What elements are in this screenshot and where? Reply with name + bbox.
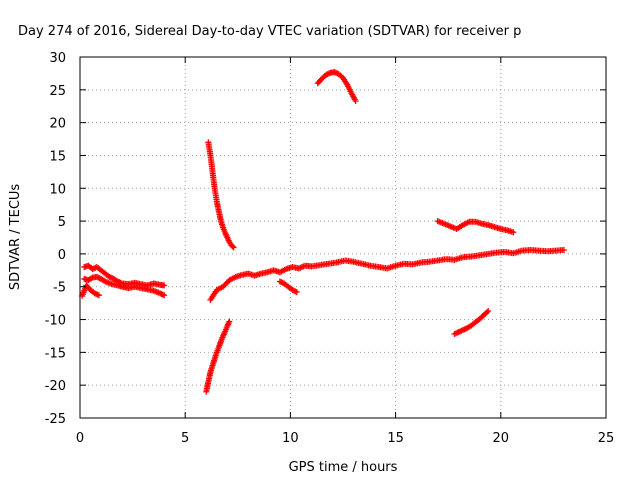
data-point xyxy=(161,292,168,299)
series-1 xyxy=(81,273,168,299)
x-tick-label: 0 xyxy=(76,431,84,446)
chart-title: Day 274 of 2016, Sidereal Day-to-day VTE… xyxy=(18,24,521,39)
data-point xyxy=(485,308,492,315)
data-point xyxy=(229,243,236,250)
series-3 xyxy=(205,139,237,251)
y-tick-label: 20 xyxy=(49,117,66,132)
x-tick-label: 25 xyxy=(598,431,615,446)
data-points xyxy=(79,69,567,395)
series-6 xyxy=(276,278,300,295)
y-tick-label: -20 xyxy=(45,379,66,394)
y-tick-label: 30 xyxy=(49,51,66,66)
y-tick-label: -15 xyxy=(45,346,66,361)
y-axis-label: SDTVAR / TECUs xyxy=(8,184,23,291)
x-axis-label: GPS time / hours xyxy=(289,460,398,475)
x-tick-label: 5 xyxy=(181,431,189,446)
data-point xyxy=(161,282,168,289)
y-tick-label: 10 xyxy=(49,182,66,197)
series-9 xyxy=(451,308,492,337)
data-point xyxy=(510,229,517,236)
series-4 xyxy=(203,318,233,395)
x-tick-label: 10 xyxy=(282,431,299,446)
y-tick-label: -10 xyxy=(45,314,66,329)
y-tick-label: -5 xyxy=(53,281,66,296)
data-point xyxy=(352,97,359,104)
series-5 xyxy=(207,246,567,303)
data-point xyxy=(293,288,300,295)
series-7 xyxy=(314,69,359,104)
series-2 xyxy=(79,282,102,299)
y-tick-label: 5 xyxy=(58,215,66,230)
data-point xyxy=(230,244,237,251)
data-point xyxy=(560,246,567,253)
x-tick-label: 15 xyxy=(387,431,404,446)
y-tick-label: 15 xyxy=(49,149,66,164)
data-point xyxy=(95,292,102,299)
y-tick-label: 25 xyxy=(49,84,66,99)
grid-lines xyxy=(80,57,606,418)
y-tick-label: -25 xyxy=(45,412,66,427)
series-0 xyxy=(81,262,168,289)
series-8 xyxy=(434,218,517,236)
x-tick-label: 20 xyxy=(493,431,510,446)
axis-ticks: 0 5 10 15 20 25 -25 -20 -15 -10 -5 0 5 10 15 20 25 30 xyxy=(45,51,615,446)
plot-frame xyxy=(79,56,607,419)
y-tick-label: 0 xyxy=(58,248,66,263)
data-point xyxy=(226,318,233,325)
